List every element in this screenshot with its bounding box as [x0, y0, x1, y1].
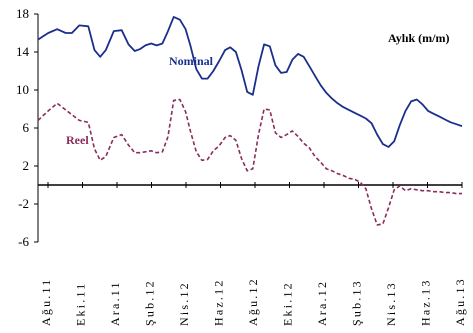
x-tick-label: Nis.13	[384, 281, 398, 326]
series-label-nominal: Nominal	[169, 54, 214, 68]
x-tick-label: Şub.13	[350, 279, 364, 326]
y-tick-label: 2	[23, 158, 30, 173]
series-lines	[37, 15, 463, 226]
x-tick-label: Nis.12	[177, 281, 191, 326]
series-label-reel: Reel	[66, 133, 89, 147]
axes	[37, 14, 462, 242]
y-tick-label: 10	[16, 82, 29, 97]
x-tick-label: Haz.12	[212, 278, 226, 326]
y-tick-label: -2	[18, 196, 29, 211]
y-axis-ticks: -6 -2 2 6 10 14 18	[16, 6, 38, 249]
x-tick-label: Ağu.13	[453, 277, 467, 326]
x-tick-label: Eki.11	[74, 282, 88, 326]
x-tick-label: Ara.11	[108, 280, 122, 326]
y-tick-label: 6	[23, 120, 30, 135]
chart-title: Aylık (m/m)	[388, 31, 449, 45]
x-axis-ticks: Ağu.11 Eki.11 Ara.11 Şub.12 Nis.12 Haz.12 Ağu.…	[39, 182, 467, 326]
x-tick-label: Şub.12	[143, 279, 157, 326]
y-tick-label: 18	[16, 6, 29, 21]
x-tick-label: Ağu.11	[39, 278, 53, 326]
x-tick-label: Ara.12	[315, 280, 329, 326]
x-tick-label: Haz.13	[419, 278, 433, 326]
series-line-reel	[37, 98, 462, 226]
x-tick-label: Eki.12	[281, 281, 295, 326]
x-tick-label: Ağu.12	[246, 277, 260, 326]
series-line-nominal	[37, 15, 463, 148]
y-tick-label: 14	[16, 44, 30, 59]
y-tick-label: -6	[18, 234, 29, 249]
